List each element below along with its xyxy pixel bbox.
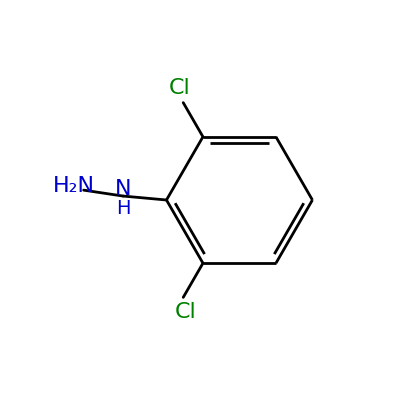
Text: Cl: Cl: [168, 78, 190, 98]
Text: Cl: Cl: [174, 302, 196, 322]
Text: N: N: [115, 179, 131, 199]
Text: H₂N: H₂N: [53, 176, 95, 196]
Text: H: H: [116, 199, 130, 218]
